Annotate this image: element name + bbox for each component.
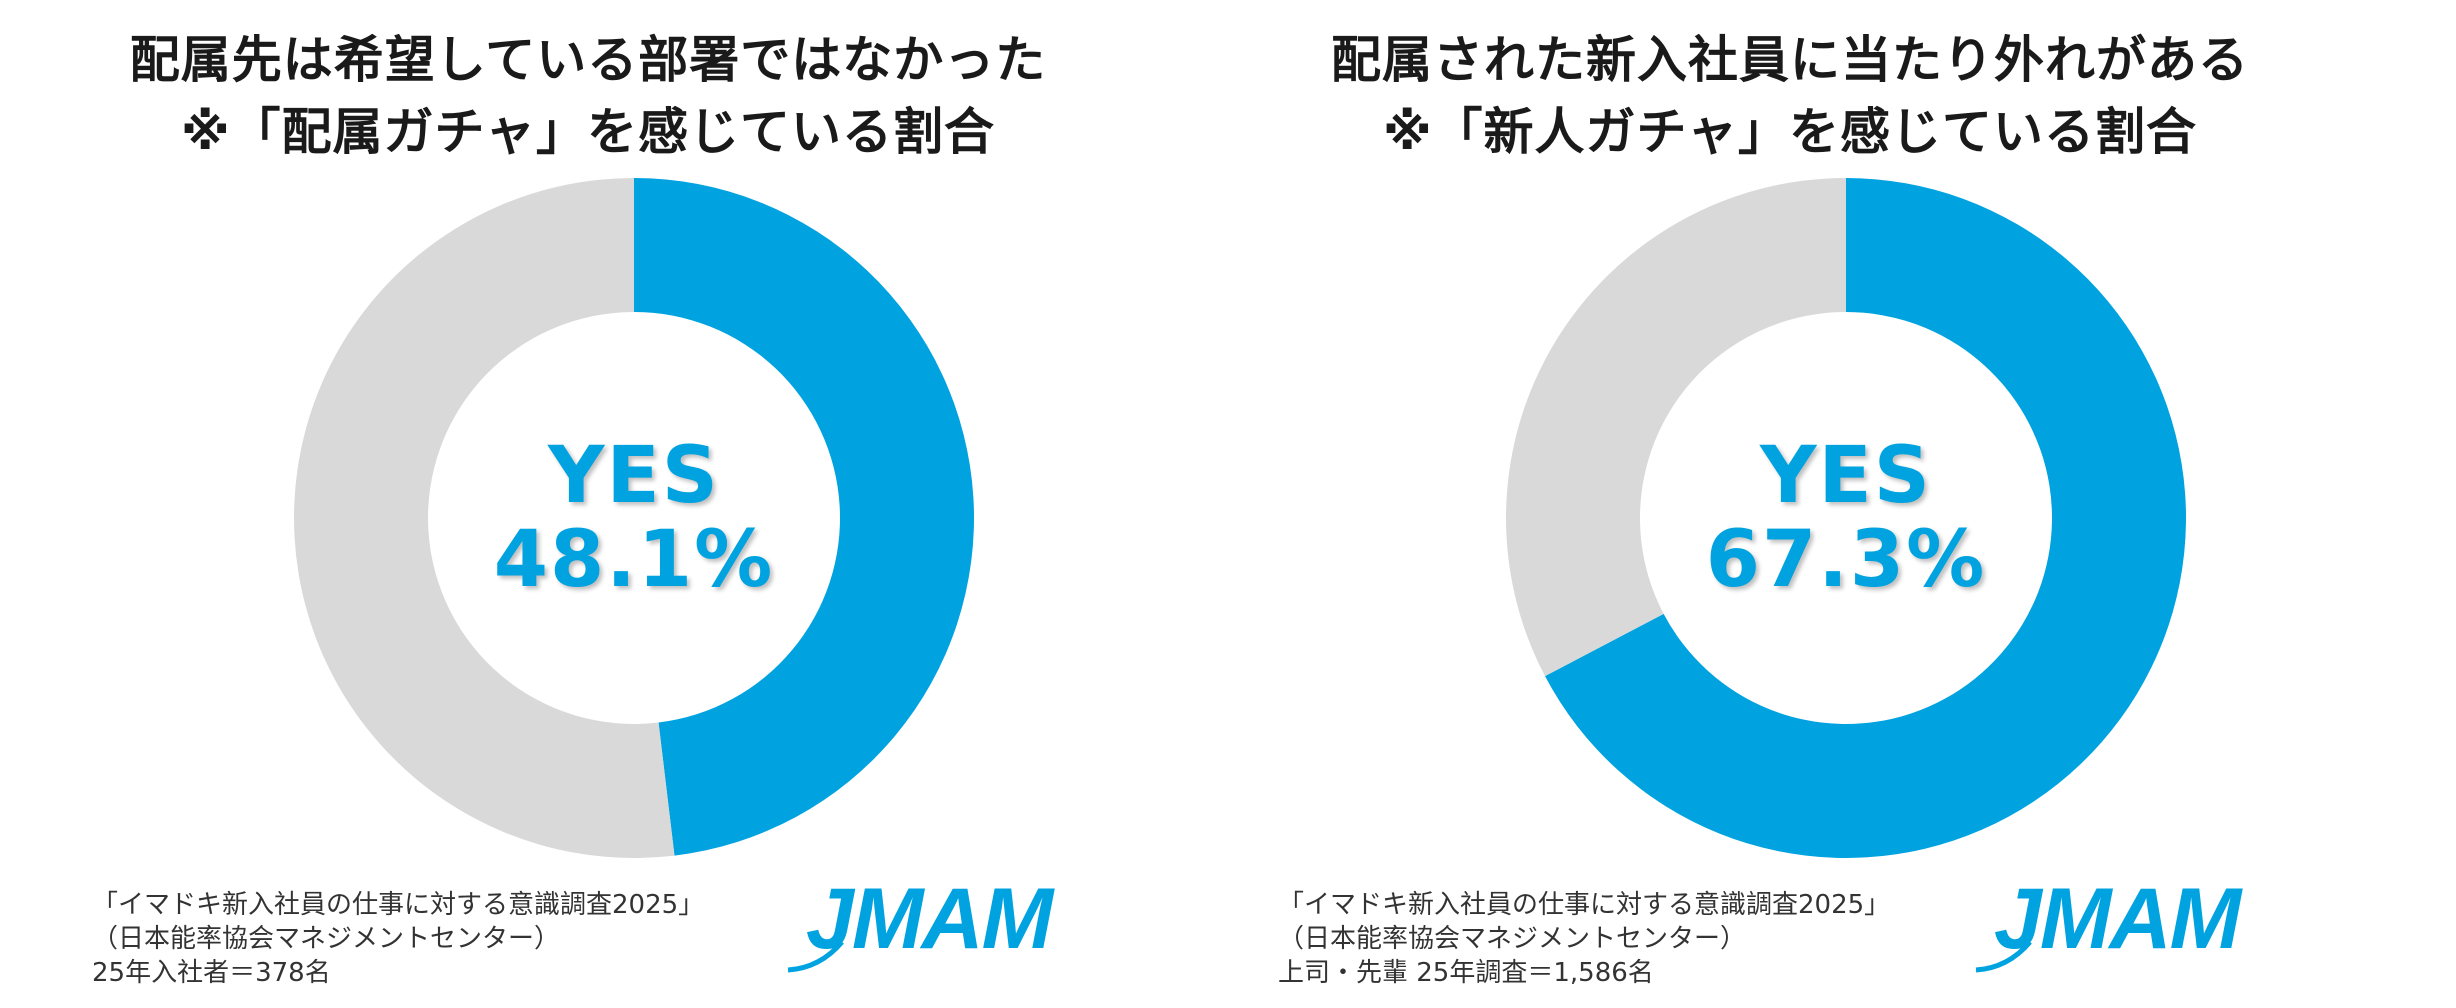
chart-subtitle: ※「新人ガチャ」を感じている割合 (1382, 103, 2198, 161)
donut-chart: YES 67.3% (1506, 178, 2186, 858)
svg-text:JMAM: JMAM (806, 871, 1056, 967)
chart-title: 配属された新入社員に当たり外れがある (1331, 31, 2249, 89)
chart-panel-right: 配属された新入社員に当たり外れがある ※「新人ガチャ」を感じている割合 YES … (1228, 0, 2456, 1008)
source-line: 「イマドキ新入社員の仕事に対する意識調査2025」 (1278, 890, 1891, 920)
center-label-percent: 67.3% (1705, 515, 1987, 605)
donut-svg (294, 178, 974, 858)
chart-subtitle: ※「配属ガチャ」を感じている割合 (180, 103, 996, 161)
svg-text:JMAM: JMAM (1994, 871, 2244, 967)
pie-slice-yes (1545, 178, 2186, 858)
pie-slice-other (294, 178, 675, 858)
pie-slice-yes (634, 178, 974, 856)
source-note: 「イマドキ新入社員の仕事に対する意識調査2025」 （日本能率協会マネジメントセ… (1278, 888, 1890, 990)
center-label: YES 67.3% (1506, 178, 2186, 858)
center-label-percent: 48.1% (493, 515, 775, 605)
source-line: 25年入社者＝378名 (92, 958, 331, 988)
center-label-yes: YES (1760, 431, 1932, 521)
source-note: 「イマドキ新入社員の仕事に対する意識調査2025」 （日本能率協会マネジメントセ… (92, 888, 704, 990)
source-line: （日本能率協会マネジメントセンター） (92, 924, 561, 954)
chart-title: 配属先は希望している部署ではなかった (129, 31, 1047, 89)
source-line: （日本能率協会マネジメントセンター） (1278, 924, 1747, 954)
donut-chart: YES 48.1% (294, 178, 974, 858)
source-line: 上司・先輩 25年調査＝1,586名 (1278, 958, 1654, 988)
jmam-logo: JMAM (1968, 870, 2268, 980)
center-label-yes: YES (548, 431, 720, 521)
donut-svg (1506, 178, 2186, 858)
chart-panel-left: 配属先は希望している部署ではなかった ※「配属ガチャ」を感じている割合 YES … (92, 31, 1080, 990)
jmam-logo: JMAM (780, 870, 1080, 980)
source-line: 「イマドキ新入社員の仕事に対する意識調査2025」 (92, 890, 705, 920)
pie-slice-other (1506, 178, 1846, 677)
center-label: YES 48.1% (294, 178, 974, 858)
